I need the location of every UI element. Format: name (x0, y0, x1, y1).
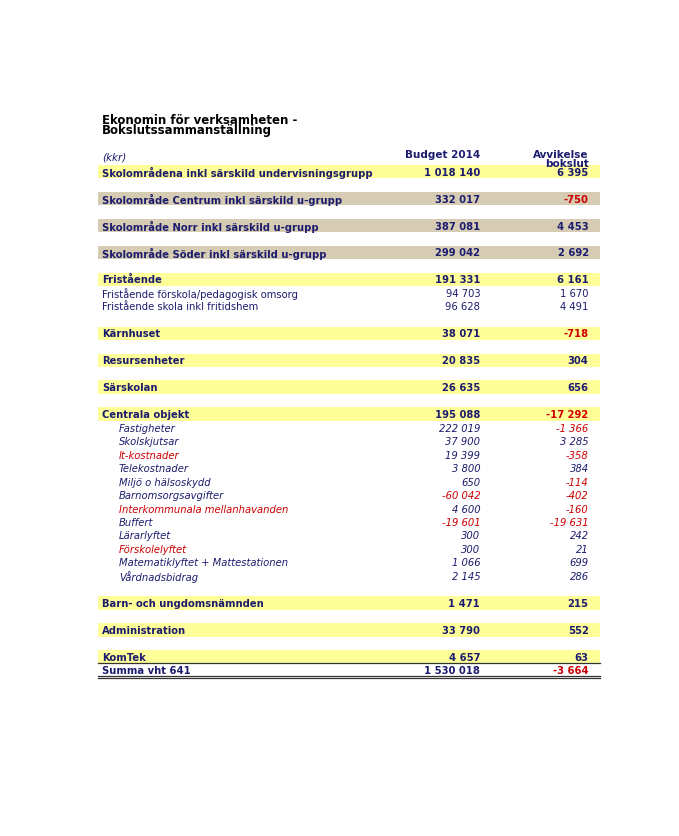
Bar (98, 650, 600, 664)
Bar (98, 166, 600, 179)
Text: 2 145: 2 145 (452, 571, 480, 581)
Text: 300: 300 (461, 531, 480, 541)
Text: 1 670: 1 670 (560, 288, 589, 298)
Text: 94 703: 94 703 (445, 288, 480, 298)
Bar (98, 273, 600, 287)
Text: Buffert: Buffert (119, 517, 153, 528)
Text: 96 628: 96 628 (445, 302, 480, 312)
Text: Barn- och ungdomsnämnden: Barn- och ungdomsnämnden (102, 598, 263, 608)
Text: Administration: Administration (102, 625, 186, 635)
Text: 191 331: 191 331 (435, 275, 480, 285)
Text: Ekonomin för verksamheten -: Ekonomin för verksamheten - (102, 114, 297, 126)
Text: Barnomsorgsavgifter: Barnomsorgsavgifter (119, 491, 224, 501)
Text: -60 042: -60 042 (441, 491, 480, 501)
Text: Skolområde Norr inkl särskild u-grupp: Skolområde Norr inkl särskild u-grupp (102, 220, 318, 232)
Text: 1 018 140: 1 018 140 (424, 167, 480, 177)
Text: 286: 286 (570, 571, 589, 581)
Bar (98, 381, 600, 395)
Text: Lärarlyftet: Lärarlyftet (119, 531, 171, 541)
Text: 20 835: 20 835 (442, 356, 480, 366)
Text: 304: 304 (568, 356, 589, 366)
Text: Matematiklyftet + Mattestationen: Matematiklyftet + Mattestationen (119, 558, 288, 568)
Text: 656: 656 (568, 383, 589, 393)
Text: 33 790: 33 790 (442, 625, 480, 635)
Text: bokslut: bokslut (545, 159, 589, 169)
Text: (kkr): (kkr) (102, 152, 126, 162)
Bar (98, 192, 600, 206)
Text: -1 366: -1 366 (556, 423, 589, 433)
Bar (98, 220, 600, 233)
Text: Avvikelse: Avvikelse (533, 150, 589, 160)
Text: Centrala objekt: Centrala objekt (102, 410, 189, 420)
Text: -19 601: -19 601 (441, 517, 480, 528)
Text: -160: -160 (566, 504, 589, 514)
Text: 4 657: 4 657 (449, 652, 480, 662)
Text: Fristående: Fristående (102, 275, 162, 285)
Text: Kärnhuset: Kärnhuset (102, 329, 160, 339)
Text: 3 285: 3 285 (560, 436, 589, 446)
Text: Fastigheter: Fastigheter (119, 423, 176, 433)
Text: 1 471: 1 471 (448, 598, 480, 608)
Text: 6 395: 6 395 (557, 167, 589, 177)
Text: 1 066: 1 066 (452, 558, 480, 568)
Text: 1 530 018: 1 530 018 (424, 665, 480, 675)
Text: 384: 384 (570, 463, 589, 473)
Text: Miljö o hälsoskydd: Miljö o hälsoskydd (119, 477, 210, 487)
Text: 699: 699 (570, 558, 589, 568)
Bar (98, 327, 600, 340)
Text: Fristående skola inkl fritidshem: Fristående skola inkl fritidshem (102, 302, 258, 312)
Text: Budget 2014: Budget 2014 (405, 150, 480, 160)
Text: -750: -750 (564, 194, 589, 204)
Text: 299 042: 299 042 (435, 248, 480, 258)
Text: -358: -358 (566, 450, 589, 460)
Text: 332 017: 332 017 (435, 194, 480, 204)
Text: 300: 300 (461, 544, 480, 554)
Text: Särskolan: Särskolan (102, 383, 158, 393)
Text: 4 453: 4 453 (557, 222, 589, 232)
Text: 387 081: 387 081 (435, 222, 480, 232)
Text: 195 088: 195 088 (435, 410, 480, 420)
Text: It-kostnader: It-kostnader (119, 450, 180, 460)
Bar (98, 354, 600, 368)
Text: Telekostnader: Telekostnader (119, 463, 189, 473)
Bar (98, 408, 600, 421)
Text: 21: 21 (576, 544, 589, 554)
Text: Bokslutssammanställning: Bokslutssammanställning (102, 124, 272, 136)
Text: Summa vht 641: Summa vht 641 (102, 665, 191, 675)
Text: 6 161: 6 161 (557, 275, 589, 285)
Text: Vårdnadsbidrag: Vårdnadsbidrag (119, 570, 198, 582)
Text: Fristående förskola/pedagogisk omsorg: Fristående förskola/pedagogisk omsorg (102, 288, 298, 299)
Text: -19 631: -19 631 (550, 517, 589, 528)
Text: 650: 650 (461, 477, 480, 487)
Text: 37 900: 37 900 (445, 436, 480, 446)
Text: -3 664: -3 664 (553, 665, 589, 675)
Text: 222 019: 222 019 (439, 423, 480, 433)
Text: Resursenheter: Resursenheter (102, 356, 185, 366)
Bar (98, 624, 600, 637)
Text: Skolområdena inkl särskild undervisningsgrupp: Skolområdena inkl särskild undervisnings… (102, 166, 373, 178)
Text: 4 491: 4 491 (560, 302, 589, 312)
Text: Skolområde Centrum inkl särskild u-grupp: Skolområde Centrum inkl särskild u-grupp (102, 193, 342, 206)
Text: 38 071: 38 071 (442, 329, 480, 339)
Bar (98, 596, 600, 609)
Text: Skolskjutsar: Skolskjutsar (119, 436, 179, 446)
Text: 552: 552 (568, 625, 589, 635)
Text: Skolområde Söder inkl särskild u-grupp: Skolområde Söder inkl särskild u-grupp (102, 247, 327, 259)
Text: KomTek: KomTek (102, 652, 146, 662)
Text: 26 635: 26 635 (442, 383, 480, 393)
Text: -17 292: -17 292 (547, 410, 589, 420)
Text: 4 600: 4 600 (452, 504, 480, 514)
Text: 63: 63 (574, 652, 589, 662)
Text: 215: 215 (568, 598, 589, 608)
Text: Interkommunala mellanhavanden: Interkommunala mellanhavanden (119, 504, 289, 514)
Text: 19 399: 19 399 (445, 450, 480, 460)
Text: 3 800: 3 800 (452, 463, 480, 473)
Text: -402: -402 (566, 491, 589, 501)
Text: 2 692: 2 692 (557, 248, 589, 258)
Text: -114: -114 (566, 477, 589, 487)
Bar (98, 247, 600, 260)
Text: Förskolelyftet: Förskolelyftet (119, 544, 187, 554)
Text: 242: 242 (570, 531, 589, 541)
Text: -718: -718 (564, 329, 589, 339)
